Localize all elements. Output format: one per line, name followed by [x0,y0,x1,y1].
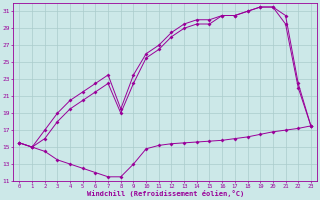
X-axis label: Windchill (Refroidissement éolien,°C): Windchill (Refroidissement éolien,°C) [86,190,244,197]
